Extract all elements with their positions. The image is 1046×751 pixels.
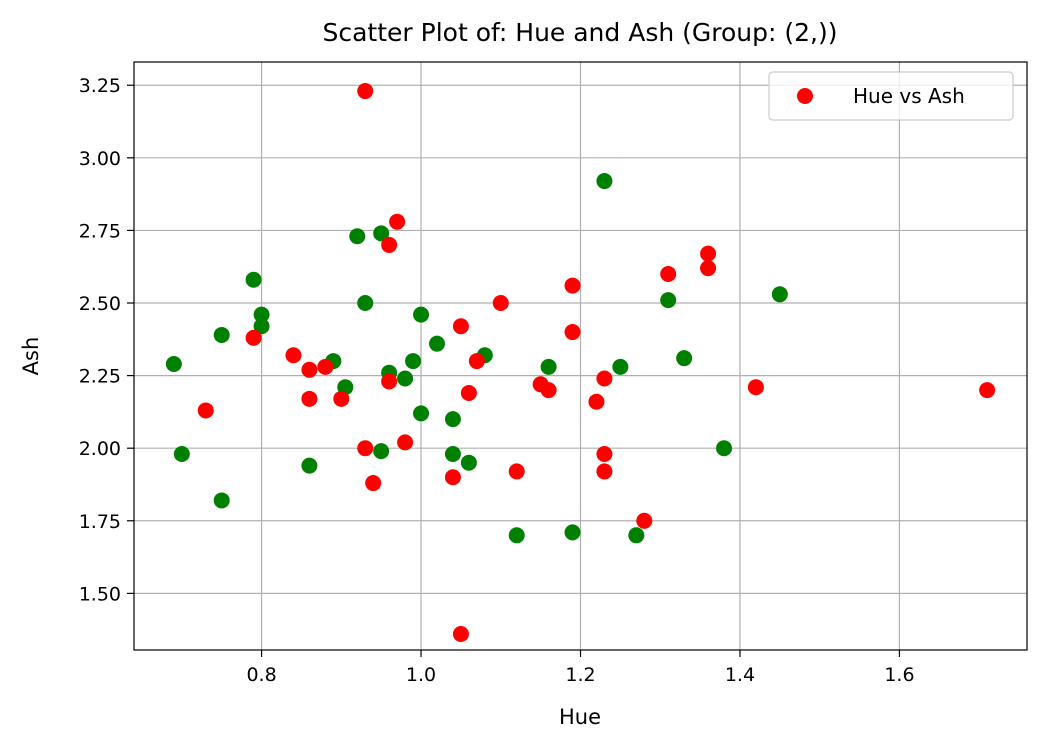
y-tick-label: 2.00: [79, 438, 121, 460]
x-tick-label: 0.8: [246, 664, 276, 686]
data-point-series-1: [452, 626, 469, 643]
data-point-series-0: [349, 228, 366, 245]
data-point-series-0: [373, 225, 390, 242]
data-point-series-1: [333, 390, 350, 407]
data-point-series-0: [301, 457, 318, 474]
data-point-series-1: [468, 353, 485, 370]
data-point-series-0: [373, 443, 390, 460]
y-tick-label: 1.75: [79, 511, 121, 533]
data-point-series-1: [357, 440, 374, 457]
data-point-series-1: [460, 385, 477, 402]
data-point-series-1: [660, 265, 677, 282]
data-point-series-1: [700, 260, 717, 277]
data-point-series-1: [452, 318, 469, 335]
data-point-series-1: [389, 213, 406, 230]
data-point-series-0: [405, 353, 422, 370]
x-axis-label: Hue: [559, 705, 601, 729]
data-point-series-1: [564, 277, 581, 294]
data-point-series-1: [508, 463, 525, 480]
y-tick-label: 3.25: [79, 75, 121, 97]
legend-label: Hue vs Ash: [853, 84, 965, 108]
x-axis-ticks: 0.8 1.0 1.2 1.4 1.6: [246, 650, 915, 686]
data-point-series-0: [771, 286, 788, 303]
data-point-series-0: [173, 446, 190, 462]
x-tick-label: 1.4: [725, 664, 755, 686]
data-point-series-1: [596, 463, 613, 480]
data-point-series-1: [301, 390, 318, 407]
data-point-series-1: [596, 370, 613, 387]
data-point-series-0: [540, 358, 557, 375]
data-points: [165, 83, 996, 643]
data-point-series-0: [413, 306, 430, 323]
data-point-series-0: [245, 271, 262, 288]
data-point-series-0: [564, 524, 581, 541]
data-point-series-0: [612, 358, 629, 375]
y-tick-label: 2.75: [79, 220, 121, 242]
y-tick-label: 3.00: [79, 148, 121, 170]
data-point-series-0: [213, 492, 230, 509]
data-point-series-0: [253, 318, 270, 335]
data-point-series-1: [317, 358, 334, 375]
data-point-series-1: [285, 347, 302, 364]
data-point-series-0: [508, 527, 525, 544]
data-point-series-0: [628, 527, 645, 544]
y-axis-ticks: 1.50 1.75 2.00 2.25 2.50 2.75 3.00 3.25: [79, 75, 134, 605]
data-point-series-1: [357, 83, 374, 100]
data-point-series-1: [381, 236, 398, 253]
x-tick-label: 1.0: [406, 664, 436, 686]
data-point-series-0: [165, 355, 182, 372]
data-point-series-1: [979, 382, 996, 399]
chart-title: Scatter Plot of: Hue and Ash (Group: (2,…: [322, 18, 837, 47]
data-point-series-0: [676, 350, 693, 367]
data-point-series-1: [747, 379, 764, 396]
y-tick-label: 2.25: [79, 366, 121, 388]
data-point-series-0: [444, 446, 461, 462]
data-point-series-0: [660, 292, 677, 309]
data-point-series-0: [596, 173, 613, 190]
data-point-series-0: [428, 335, 445, 352]
y-tick-label: 1.50: [79, 583, 121, 605]
data-point-series-1: [365, 475, 382, 492]
y-tick-label: 2.50: [79, 293, 121, 315]
x-tick-label: 1.2: [565, 664, 595, 686]
grid-lines: [134, 62, 1027, 650]
data-point-series-1: [540, 382, 557, 399]
data-point-series-1: [397, 434, 414, 451]
data-point-series-1: [197, 402, 214, 419]
legend-box: [768, 71, 1014, 121]
data-point-series-0: [213, 326, 230, 343]
data-point-series-0: [716, 440, 733, 457]
data-point-series-1: [381, 373, 398, 390]
data-point-series-0: [253, 306, 270, 323]
data-point-series-1: [444, 469, 461, 486]
data-point-series-1: [596, 446, 613, 462]
data-point-series-0: [460, 454, 477, 471]
x-tick-label: 1.6: [884, 664, 914, 686]
data-point-series-0: [444, 411, 461, 428]
data-point-series-1: [564, 324, 581, 341]
data-point-series-0: [413, 405, 430, 422]
data-point-series-0: [357, 295, 374, 312]
data-point-series-1: [492, 295, 509, 312]
data-point-series-0: [397, 370, 414, 387]
data-point-series-1: [636, 512, 653, 529]
legend: Hue vs Ash: [768, 71, 1014, 121]
legend-marker: [797, 88, 813, 104]
data-point-series-1: [700, 245, 717, 262]
data-point-series-1: [301, 361, 318, 378]
data-point-series-1: [245, 329, 262, 346]
data-point-series-1: [588, 393, 605, 410]
y-axis-label: Ash: [19, 337, 43, 376]
